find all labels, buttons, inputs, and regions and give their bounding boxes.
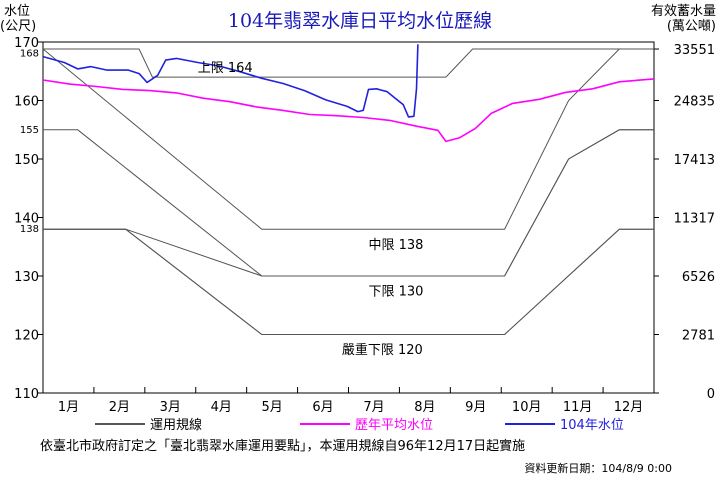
x-tick-label: 8月 xyxy=(414,400,435,415)
right-tick-label: 11317 xyxy=(674,212,715,227)
left-axis-unit: (公尺) xyxy=(0,19,36,34)
y-tick-label: 110 xyxy=(14,387,39,402)
rule-curve-line xyxy=(43,129,654,277)
x-tick-label: 5月 xyxy=(261,400,282,415)
rule-curve-line xyxy=(42,48,654,230)
y-minor-tick-label: 155 xyxy=(20,125,39,136)
y-tick-label: 150 xyxy=(14,153,39,168)
rule-curve-line xyxy=(43,228,654,335)
x-tick-label: 12月 xyxy=(614,400,644,415)
right-tick-label: 2781 xyxy=(682,329,715,344)
right-axis-title: 有效蓄水量 xyxy=(651,4,716,19)
x-tick-label: 2月 xyxy=(109,400,130,415)
right-tick-label: 24835 xyxy=(674,95,715,110)
x-tick-label: 1月 xyxy=(58,400,79,415)
chart-title: 104年翡翠水庫日平均水位歷線 xyxy=(228,10,492,32)
y-minor-tick-label: 168 xyxy=(20,49,39,60)
legend-label: 運用規線 xyxy=(150,417,202,433)
y-tick-label: 130 xyxy=(14,270,39,285)
y-tick-label: 140 xyxy=(14,212,39,227)
rule-note: 依臺北市政府訂定之「臺北翡翠水庫運用要點」，本運用規線自96年12月17日起實施 xyxy=(40,438,525,454)
rule-curve-label: 嚴重下限 120 xyxy=(342,342,423,358)
update-date: 資料更新日期：104/8/9 0:00 xyxy=(524,461,672,475)
x-tick-label: 4月 xyxy=(211,400,232,415)
x-tick-label: 7月 xyxy=(363,400,384,415)
right-axis-unit: (萬公噸) xyxy=(667,19,716,34)
x-tick-label: 3月 xyxy=(160,400,181,415)
legend-label: 歷年平均水位 xyxy=(355,418,433,433)
x-tick-label: 10月 xyxy=(512,400,542,415)
current-year-line xyxy=(42,44,419,118)
right-tick-label: 17413 xyxy=(674,153,715,168)
x-tick-label: 9月 xyxy=(465,400,486,415)
rule-curve-label: 中限 138 xyxy=(369,238,424,253)
historical-average-line xyxy=(42,78,655,143)
x-tick-label: 11月 xyxy=(563,400,593,415)
right-tick-label: 33551 xyxy=(674,43,715,58)
y-tick-label: 160 xyxy=(14,95,39,110)
rule-curve-line xyxy=(43,48,654,78)
y-tick-label: 170 xyxy=(14,36,39,51)
plot-frame xyxy=(42,41,655,394)
rule-curve-line xyxy=(43,129,654,277)
legend-label: 104年水位 xyxy=(560,418,624,433)
x-tick-label: 6月 xyxy=(312,400,333,415)
y-minor-tick-label: 138 xyxy=(20,224,39,235)
rule-curve-label: 上限 164 xyxy=(198,61,253,76)
right-tick-label: 0 xyxy=(707,387,715,402)
right-tick-label: 6526 xyxy=(682,270,715,285)
y-tick-label: 120 xyxy=(14,329,39,344)
left-axis-title: 水位 xyxy=(4,4,30,19)
rule-curve-label: 下限 130 xyxy=(369,285,424,300)
